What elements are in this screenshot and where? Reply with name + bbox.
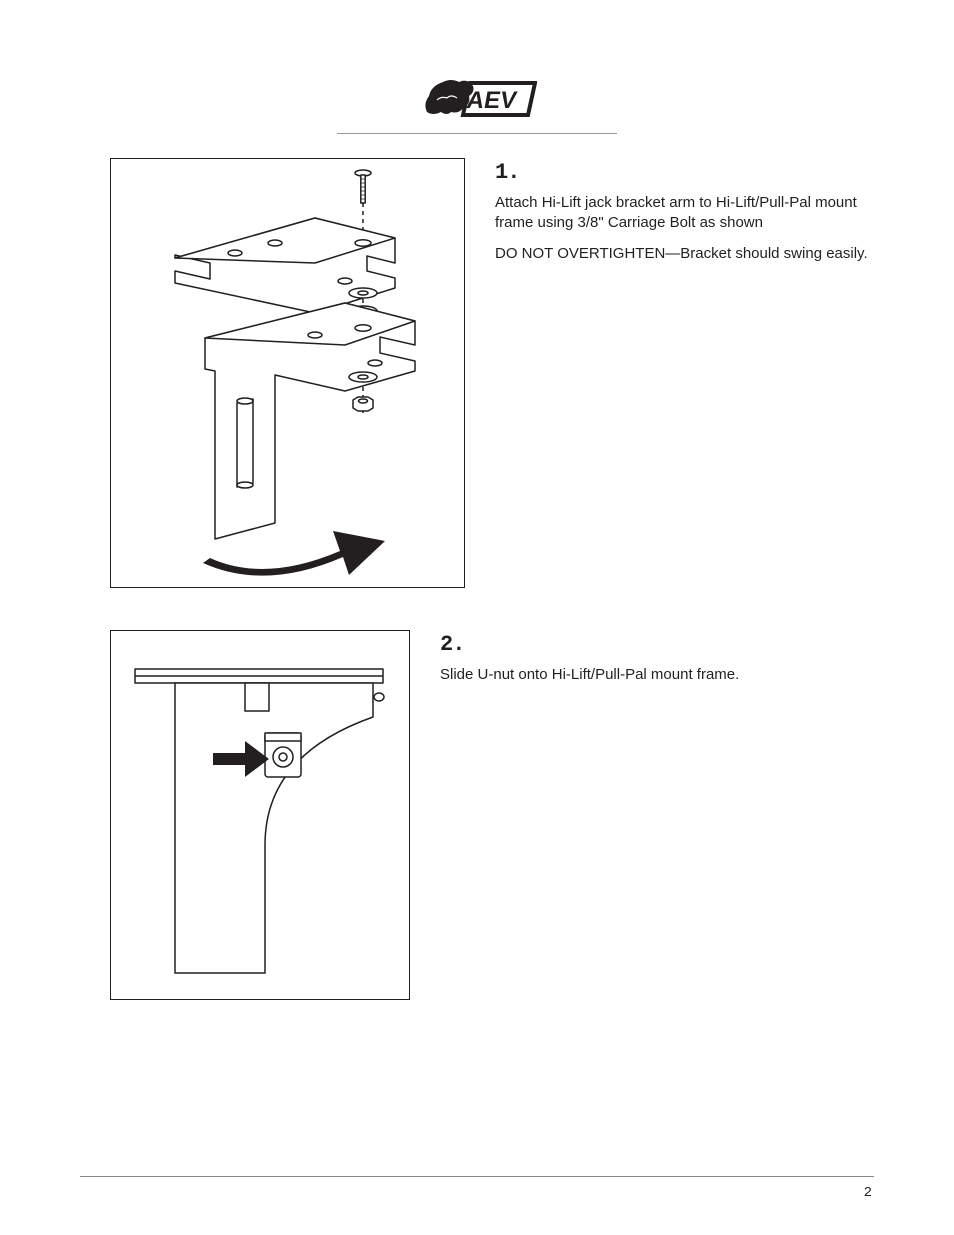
step-2-text: 2. Slide U-nut onto Hi-Lift/Pull-Pal mou… xyxy=(440,630,874,695)
header-logo-area: AEV xyxy=(80,70,874,134)
step-1-para-2: DO NOT OVERTIGHTEN—Bracket should swing … xyxy=(495,244,874,264)
step-1: 1. Attach Hi-Lift jack bracket arm to Hi… xyxy=(80,158,874,588)
step-2-figure xyxy=(110,630,410,1000)
footer-rule xyxy=(80,1176,874,1177)
page-number: 2 xyxy=(864,1185,872,1201)
header-rule xyxy=(337,133,617,134)
step-1-para-1: Attach Hi-Lift jack bracket arm to Hi-Li… xyxy=(495,193,874,234)
step-2-para-1: Slide U-nut onto Hi-Lift/Pull-Pal mount … xyxy=(440,665,874,685)
step-2-number: 2. xyxy=(440,632,874,657)
step-2: 2. Slide U-nut onto Hi-Lift/Pull-Pal mou… xyxy=(80,630,874,1000)
step-1-number: 1. xyxy=(495,160,874,185)
step-1-text: 1. Attach Hi-Lift jack bracket arm to Hi… xyxy=(495,158,874,274)
step-1-figure xyxy=(110,158,465,588)
aev-logo: AEV xyxy=(417,70,537,129)
